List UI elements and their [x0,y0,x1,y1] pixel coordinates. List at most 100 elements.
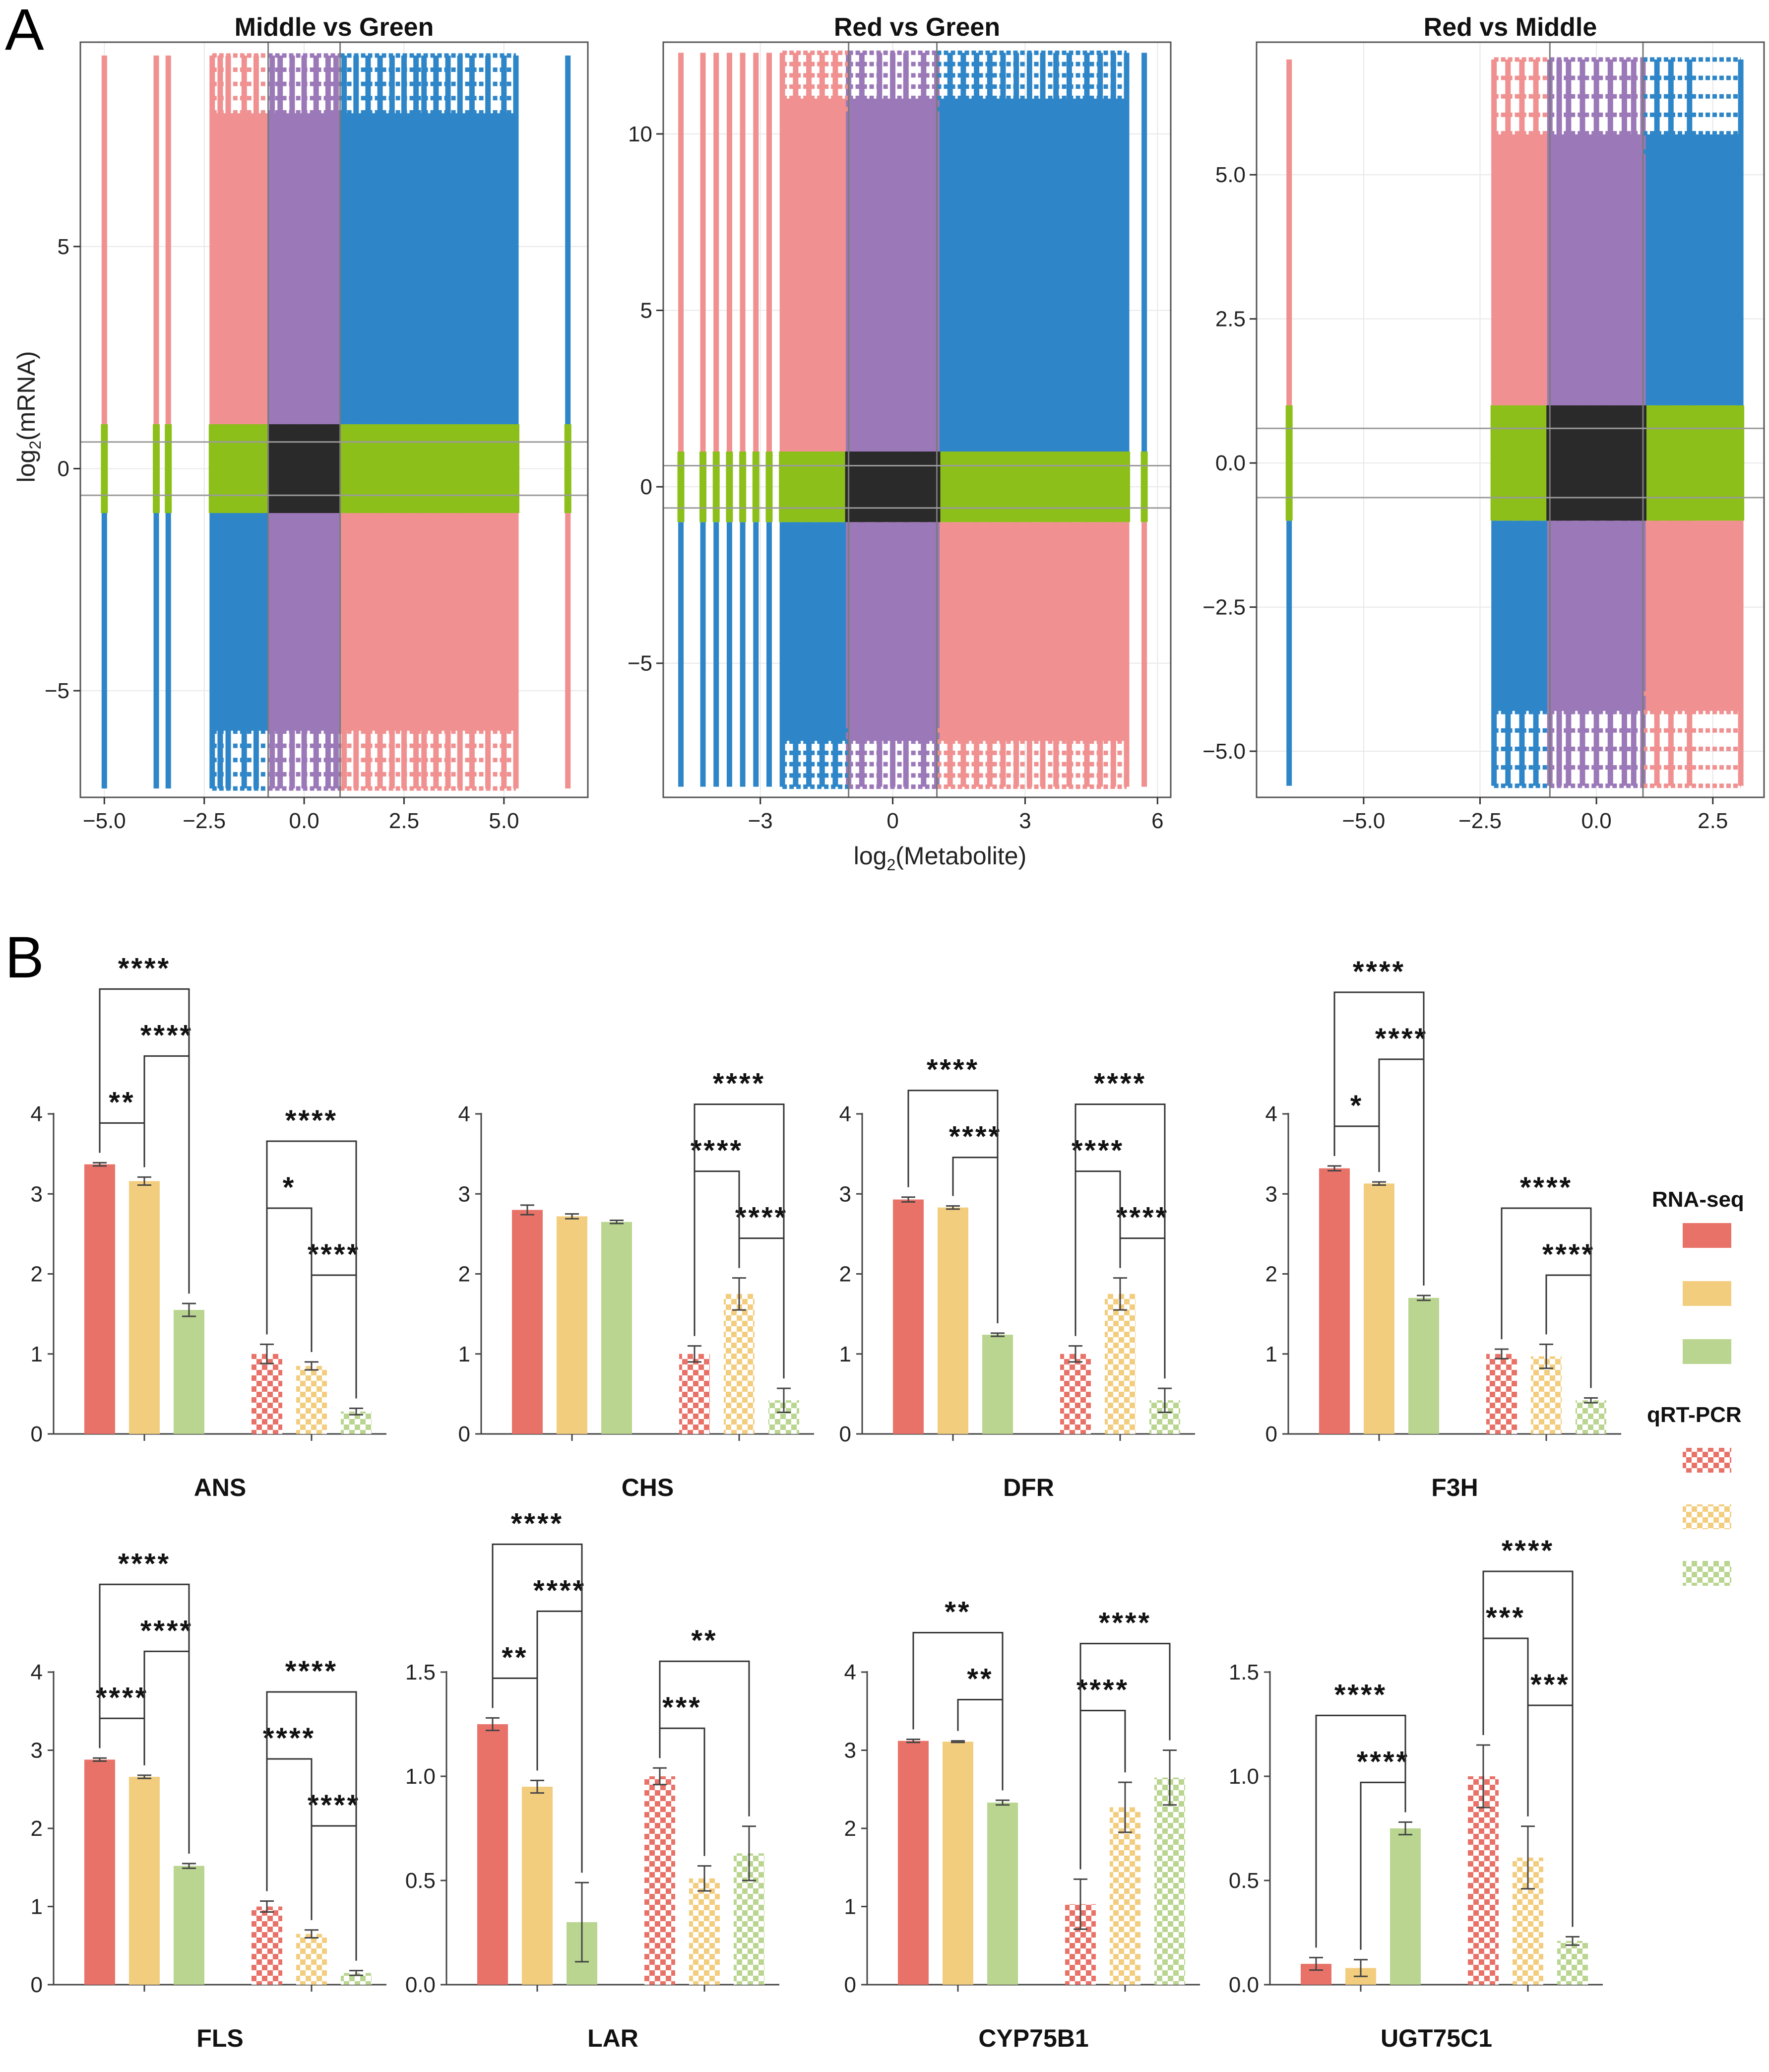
significance-label: **** [1542,1238,1595,1271]
legend-title-qpcr: qRT-PCR [1647,1403,1742,1427]
significance-label: **** [1099,1607,1151,1639]
x-tick-label: −5.0 [83,809,126,833]
bar-qpcr [296,1365,327,1434]
gene-label: LAR [587,2024,638,2052]
bar-rnaseq [129,1777,160,1985]
significance-label: ** [109,1086,135,1118]
y-tick-label: 0.0 [405,1973,436,1997]
bar-qpcr [679,1354,710,1434]
x-tick-label: 5.0 [489,809,519,833]
y-tick-label: 5 [640,299,652,323]
significance-label: **** [949,1121,1002,1153]
y-tick-label: 2 [31,1816,43,1841]
significance-bracket [1079,1643,1171,1870]
y-tick-label: 1 [1265,1342,1277,1366]
x-tick-label: −2.5 [1458,809,1502,833]
x-tick-label: 0.0 [289,809,319,833]
bar-rnaseq [893,1199,924,1434]
significance-label: * [283,1171,296,1204]
y-tick-label: 0.0 [1215,451,1246,475]
bar-qpcr [252,1354,282,1434]
significance-label: **** [1520,1171,1573,1204]
bar-qpcr [1110,1807,1140,1985]
bar-rnaseq [84,1759,115,1985]
significance-label: ** [502,1641,528,1674]
bar-qpcr [1468,1776,1499,1985]
legend-swatch-qpcr-yellow [1683,1504,1731,1529]
chart-title: Red vs Middle [1424,13,1597,42]
chart-title: Middle vs Green [235,13,434,42]
y-tick-label: 4 [31,1660,43,1684]
significance-bracket [266,1207,313,1352]
bar-rnaseq [174,1310,204,1434]
significance-label: **** [308,1238,360,1271]
significance-label: **** [927,1054,979,1086]
significance-label: ** [691,1624,717,1657]
bar-qpcr [296,1934,327,1985]
x-tick-label: 3 [1019,809,1031,833]
significance-label: **** [1076,1674,1129,1706]
significance-label: **** [1375,1023,1428,1055]
y-tick-label: 0 [839,1422,851,1446]
significance-label: **** [735,1202,788,1234]
bar-rnaseq [129,1181,160,1434]
bar-rnaseq [943,1742,973,1985]
significance-bracket [266,1758,313,1920]
significance-label: * [1350,1090,1364,1122]
y-tick-label: 0 [640,475,652,499]
significance-bracket [99,1583,190,1854]
significance-label: **** [1357,1746,1409,1778]
legend-swatch-rnaseq-green [1683,1339,1731,1364]
gene-label: UGT75C1 [1381,2024,1492,2052]
significance-label: **** [263,1722,316,1754]
x-tick-label: 6 [1151,809,1163,833]
x-tick-label: −5.0 [1342,809,1385,833]
bar-qpcr [724,1294,755,1434]
significance-bracket [694,1103,785,1379]
gene-label: DFR [1003,1474,1054,1501]
significance-bracket [1315,1714,1406,1948]
y-tick-label: 4 [1265,1102,1277,1126]
y-tick-label: 2 [1265,1262,1277,1287]
y-tick-label: 0 [58,456,69,481]
bar-chart-fls: 0 1 2 3 4 **** **** **** **** **** **** FLS [31,1548,386,2052]
gene-label: CYP75B1 [978,2024,1088,2052]
gene-label: ANS [194,1474,247,1501]
y-tick-label: 0 [1265,1422,1277,1446]
bar-rnaseq [512,1210,543,1434]
y-tick-label: 3 [844,1739,856,1763]
significance-bracket [99,1122,145,1167]
significance-label: **** [140,1615,193,1647]
y-tick-label: 5.0 [1215,163,1246,187]
significance-label: **** [140,1019,193,1051]
bar-rnaseq [522,1787,553,1985]
y-tick-label: 5 [58,235,69,259]
bar-chart-chs: 0 1 2 3 4 **** **** **** CHS [458,1068,814,1501]
significance-label: *** [1530,1669,1570,1701]
panel-label-b: B [5,925,44,990]
gene-label: F3H [1431,1474,1478,1501]
significance-bracket [912,1631,1004,1791]
x-tick-label: −2.5 [183,809,226,833]
y-tick-label: 0 [458,1422,470,1446]
y-tick-label: 2.5 [1215,307,1246,331]
legend-title-rnaseq: RNA-seq [1652,1187,1744,1212]
y-tick-label: 3 [458,1182,470,1206]
significance-bracket [1482,1570,1574,1927]
y-tick-label: 1 [458,1342,470,1366]
legend: RNA-seq qRT-PCR [1647,1187,1744,1586]
significance-bracket [492,1543,583,1873]
significance-label: **** [285,1104,338,1137]
bar-rnaseq [1408,1297,1439,1434]
y-tick-label: 1 [31,1342,43,1366]
panel-label-a: A [5,0,44,63]
plot-frame [1256,41,1765,798]
y-tick-label: 1.5 [1229,1660,1259,1684]
bar-rnaseq [898,1741,929,1985]
significance-label: ** [945,1596,971,1628]
plot-frame [79,41,589,798]
bar-qpcr [644,1776,675,1985]
significance-label: **** [511,1507,564,1540]
